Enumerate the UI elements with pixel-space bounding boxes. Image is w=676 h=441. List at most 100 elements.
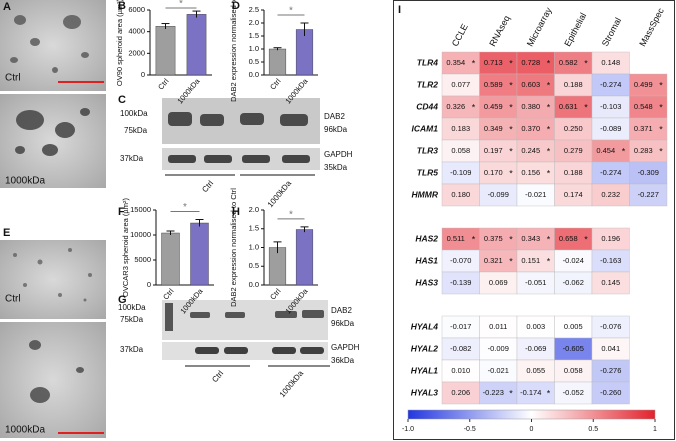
significance-star: * — [472, 58, 476, 68]
row-label: HAS1 — [415, 255, 438, 265]
group-label: Ctrl — [210, 369, 225, 384]
cell-value: -0.076 — [600, 322, 621, 331]
y-tick-label: 5000 — [134, 255, 151, 264]
row-label: HAS2 — [415, 233, 438, 243]
heatmap: I CCLE RNAseq Microarray Epithelial Stromal Ma… — [398, 4, 668, 433]
significance-star: * — [509, 58, 513, 68]
panel-letter: H — [232, 206, 240, 218]
panel-letter: I — [398, 4, 401, 16]
bands — [168, 155, 310, 163]
cell-value: 0.174 — [564, 190, 583, 199]
cell-value: 0.148 — [601, 58, 620, 67]
cell-value: 0.326 — [446, 102, 465, 111]
y-tick-label: 6000 — [128, 5, 145, 14]
cell-value: 0.003 — [526, 322, 545, 331]
error-bar — [300, 226, 309, 233]
panel-letter: A — [3, 1, 11, 13]
cell-value: -0.227 — [638, 190, 659, 199]
cell-value: 0.005 — [564, 322, 583, 331]
significance-star: * — [547, 388, 551, 398]
group-label: Ctrl — [200, 179, 215, 194]
bar — [186, 14, 207, 76]
cell-value: -0.062 — [563, 278, 584, 287]
panel-letter: F — [118, 206, 125, 218]
marker-label: 37kDa — [120, 345, 144, 354]
panel-letter: D — [232, 0, 240, 12]
cell-value: 0.183 — [451, 124, 470, 133]
cell-value: 0.245 — [521, 146, 540, 155]
spheroids — [15, 108, 90, 156]
cell-value: 0.145 — [601, 278, 620, 287]
cell-value: 0.188 — [564, 80, 583, 89]
cell-value: 0.011 — [489, 322, 507, 331]
size-label: 35kDa — [324, 163, 348, 172]
cell-value: 0.511 — [447, 234, 465, 243]
bar — [190, 222, 209, 286]
panel-g: G 100kDa 75kDa DAB2 96kDa 37kDa GAPDH 36… — [118, 294, 360, 399]
image-label: Ctrl — [5, 294, 21, 305]
error-bar — [161, 23, 170, 29]
colorbar — [407, 409, 656, 420]
cell-value: 0.459 — [484, 102, 503, 111]
column-header: MassSpec — [637, 6, 666, 48]
row-label: HAS3 — [415, 277, 438, 287]
significance-star: * — [509, 146, 513, 156]
significance-star: * — [659, 80, 663, 90]
row-label: TLR5 — [417, 167, 439, 177]
cell-value: 0.499 — [634, 80, 653, 89]
cell-value: 0.658 — [559, 234, 578, 243]
error-bar — [192, 10, 201, 18]
colorbar-tick-label: 0 — [530, 426, 534, 433]
bar — [295, 229, 314, 286]
significance-star: * — [547, 58, 551, 68]
row-label: HYAL4 — [411, 321, 439, 331]
panel-letter: E — [3, 227, 10, 239]
y-tick-label: 1.5 — [249, 31, 259, 40]
blot — [162, 148, 320, 170]
cell-value: 0.354 — [446, 58, 465, 67]
bands — [165, 303, 324, 331]
cell-value: -0.109 — [450, 168, 471, 177]
size-label: 96kDa — [331, 319, 355, 328]
cell-value: 0.180 — [451, 190, 470, 199]
cell-value: 0.371 — [634, 124, 653, 133]
significance-star: * — [547, 102, 551, 112]
cell-value: -0.099 — [488, 190, 509, 199]
cell-value: 0.582 — [559, 58, 578, 67]
bar-chart: B 0 2000 4000 6000 OV90 spheroid area (µm²) Ct… — [115, 0, 212, 106]
significance-star: * — [509, 102, 513, 112]
marker-label: 37kDa — [120, 154, 144, 163]
y-tick-label: 1.0 — [249, 44, 259, 53]
cell-value: 0.232 — [601, 190, 620, 199]
target-label: GAPDH — [331, 343, 360, 352]
y-tick-label: 2.0 — [249, 205, 259, 214]
row-label: CD44 — [416, 101, 438, 111]
marker-label: 100kDa — [118, 303, 146, 312]
significance-star: * — [547, 234, 551, 244]
y-tick-label: 10000 — [130, 230, 151, 239]
significance-star: * — [659, 124, 663, 134]
panel-letter: G — [118, 294, 127, 306]
y-tick-label: 0.5 — [249, 57, 259, 66]
cell-value: 0.631 — [559, 102, 578, 111]
y-tick-label: 0.5 — [249, 261, 259, 270]
column-header: CCLE — [450, 22, 470, 48]
bar — [155, 26, 176, 76]
cell-value: 0.151 — [521, 256, 540, 265]
significance-star: * — [509, 388, 513, 398]
cell-value: -0.051 — [525, 278, 546, 287]
size-label: 36kDa — [331, 356, 355, 365]
cell-value: -0.009 — [488, 344, 509, 353]
cell-value: 0.206 — [451, 388, 470, 397]
significance-star: * — [472, 102, 476, 112]
column-header: Microarray — [525, 5, 554, 48]
y-tick-label: 1.0 — [249, 242, 259, 251]
y-tick-label: 0.0 — [249, 280, 259, 289]
cell-value: 0.058 — [564, 366, 583, 375]
panel-e: E Ctrl 1000kDa — [0, 227, 106, 438]
significance-star: * — [179, 0, 183, 10]
row-label: TLR3 — [417, 145, 439, 155]
y-axis-label: OVCAR3 spheroid area (µm²) — [121, 198, 130, 297]
significance-star: * — [509, 168, 513, 178]
